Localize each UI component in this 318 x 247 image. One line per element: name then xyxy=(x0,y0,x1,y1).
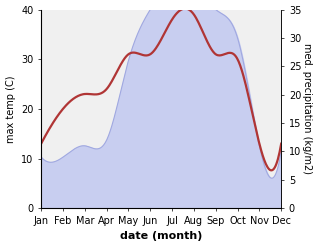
Y-axis label: med. precipitation (kg/m2): med. precipitation (kg/m2) xyxy=(302,43,313,174)
Y-axis label: max temp (C): max temp (C) xyxy=(5,75,16,143)
X-axis label: date (month): date (month) xyxy=(120,231,202,242)
